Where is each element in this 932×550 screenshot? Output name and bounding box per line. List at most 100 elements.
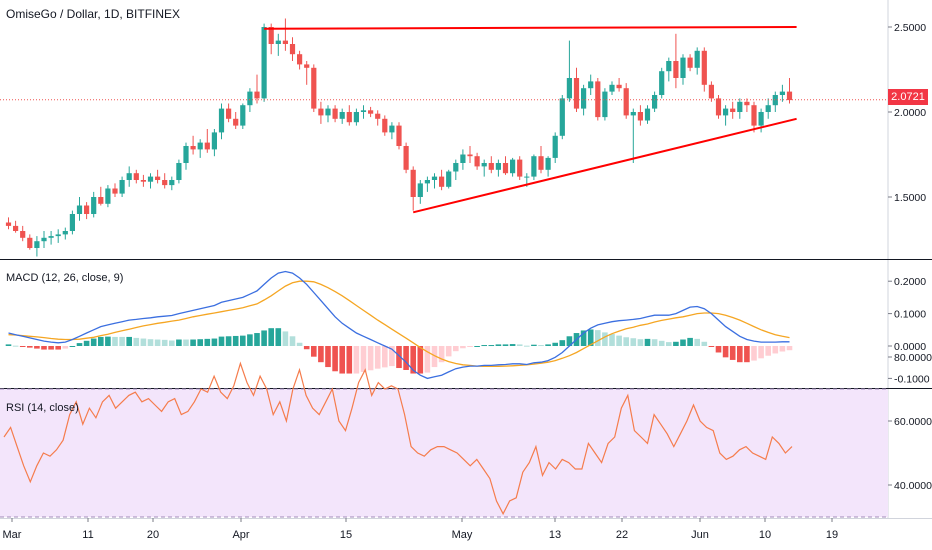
macd-histogram-bar bbox=[346, 346, 353, 374]
macd-histogram-bar bbox=[453, 346, 459, 352]
rsi-axis-tick-label: 80.0000 bbox=[894, 352, 932, 364]
macd-histogram-bar bbox=[545, 344, 551, 346]
trendline bbox=[412, 117, 797, 214]
macd-histogram-bar bbox=[204, 338, 211, 346]
macd-histogram-bar bbox=[119, 336, 125, 346]
candle-body bbox=[637, 112, 643, 121]
candle-body bbox=[304, 64, 310, 68]
candle-body bbox=[616, 84, 622, 89]
macd-histogram-bar bbox=[779, 346, 786, 352]
macd-histogram-bar bbox=[758, 346, 764, 359]
macd-histogram-bar bbox=[311, 346, 317, 357]
candle-body bbox=[730, 108, 736, 112]
macd-histogram-bar bbox=[303, 346, 310, 350]
candle-body bbox=[708, 84, 714, 99]
candle-body bbox=[218, 108, 225, 133]
price-axis-tick-label: 2.5000 bbox=[894, 22, 926, 34]
candle-body bbox=[517, 159, 523, 177]
macd-histogram-bar bbox=[76, 343, 83, 346]
candle-body bbox=[5, 222, 12, 226]
macd-histogram-bar bbox=[616, 335, 622, 346]
macd-histogram-bar bbox=[417, 346, 424, 374]
candle-body bbox=[659, 71, 665, 95]
macd-histogram-bar bbox=[289, 336, 296, 346]
candle-body bbox=[140, 180, 146, 182]
candle-body bbox=[311, 67, 317, 109]
macd-histogram-bar bbox=[410, 346, 416, 374]
candle-body bbox=[588, 81, 594, 89]
candle-body bbox=[34, 241, 40, 248]
rsi-line bbox=[3, 361, 793, 516]
candle-body bbox=[410, 169, 416, 197]
candle-body bbox=[673, 61, 679, 78]
candle-body bbox=[112, 188, 118, 194]
macd-histogram-bar bbox=[580, 330, 587, 346]
candle-body bbox=[453, 163, 459, 172]
candle-body bbox=[353, 112, 359, 123]
candle-body bbox=[197, 142, 203, 150]
macd-histogram-bar bbox=[197, 339, 203, 346]
candle-body bbox=[431, 176, 438, 180]
candle-body bbox=[162, 180, 168, 186]
macd-histogram-bar bbox=[502, 344, 509, 346]
macd-histogram-bar bbox=[218, 336, 225, 346]
trendline bbox=[264, 26, 797, 30]
macd-histogram-bar bbox=[765, 346, 771, 356]
macd-histogram-bar bbox=[360, 346, 367, 372]
time-axis-tick-label: 22 bbox=[616, 529, 628, 541]
candle-body bbox=[751, 105, 757, 126]
candle-body bbox=[545, 157, 551, 170]
candle-body bbox=[119, 180, 125, 194]
macd-histogram-bar bbox=[12, 345, 19, 347]
macd-histogram-bar bbox=[240, 335, 246, 346]
candle-body bbox=[325, 108, 331, 116]
macd-histogram-bar bbox=[666, 342, 672, 346]
candle-body bbox=[48, 236, 54, 238]
macd-histogram-bar bbox=[296, 342, 303, 346]
candle-body bbox=[715, 98, 722, 116]
macd-histogram-bar bbox=[424, 346, 431, 373]
indicator-lines-group bbox=[3, 270, 793, 516]
candle-body bbox=[55, 234, 61, 237]
macd-histogram-bar bbox=[41, 346, 47, 350]
candle-body bbox=[389, 125, 395, 133]
price-axis-tick-label: 1.5000 bbox=[894, 192, 926, 204]
macd-histogram-bar bbox=[154, 339, 161, 346]
candle-body bbox=[552, 135, 558, 158]
candle-body bbox=[488, 163, 494, 170]
trendlines-group bbox=[0, 26, 888, 214]
candle-body bbox=[779, 91, 785, 95]
candle-body bbox=[531, 156, 537, 177]
macd-histogram-bar bbox=[90, 338, 97, 346]
macd-histogram-bar bbox=[83, 340, 90, 346]
macd-line bbox=[8, 270, 790, 380]
candle-body bbox=[573, 78, 580, 109]
candle-body bbox=[190, 146, 196, 150]
macd-histogram-bar bbox=[62, 346, 69, 349]
macd-histogram-bar bbox=[183, 339, 189, 346]
rsi-band bbox=[0, 389, 888, 517]
macd-histogram-bar bbox=[55, 346, 61, 350]
macd-histogram-bar bbox=[48, 346, 54, 350]
candle-body bbox=[403, 146, 409, 170]
candle-body bbox=[133, 173, 139, 180]
candle-body bbox=[396, 125, 402, 146]
macd-histogram-bar bbox=[140, 338, 147, 346]
macd-axis-tick-label: 0.0000 bbox=[894, 341, 926, 353]
candle-body bbox=[346, 112, 352, 123]
candle-body bbox=[233, 118, 239, 126]
macd-histogram-bar bbox=[474, 346, 480, 347]
candle-body bbox=[155, 176, 161, 180]
candle-body bbox=[424, 180, 430, 184]
macd-histogram-bar bbox=[460, 346, 466, 349]
candle-body bbox=[126, 173, 132, 180]
time-axis-tick-label: Mar bbox=[3, 529, 22, 541]
candle-body bbox=[91, 197, 97, 214]
time-axis-tick-label: May bbox=[452, 529, 473, 541]
macd-histogram-bar bbox=[438, 346, 445, 363]
macd-histogram-bar bbox=[431, 346, 438, 368]
candle-body bbox=[176, 163, 182, 180]
macd-histogram-bar bbox=[715, 346, 722, 353]
candle-body bbox=[566, 78, 572, 99]
